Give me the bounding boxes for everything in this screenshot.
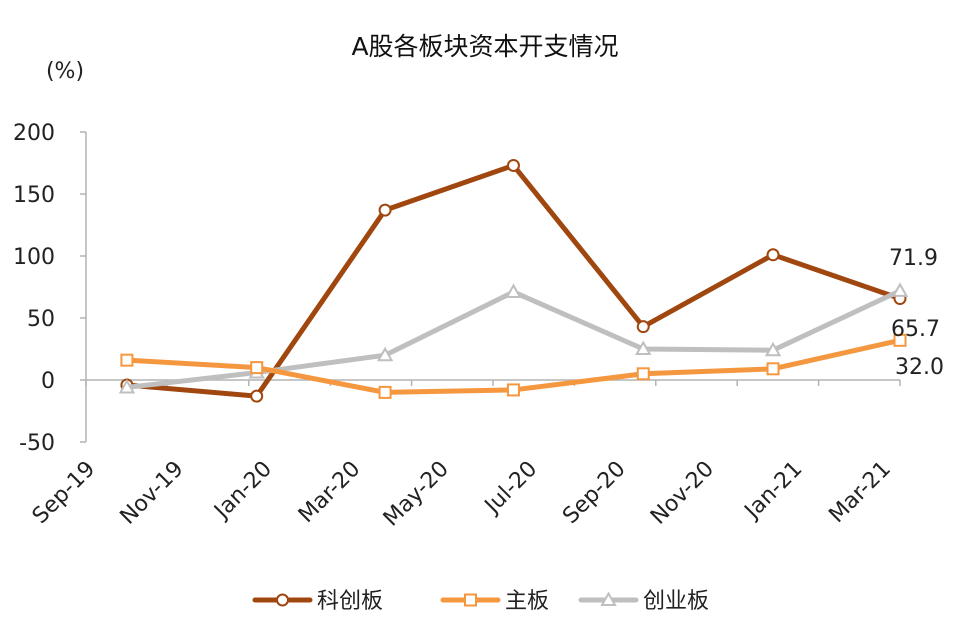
x-tick-label: Nov-19 xyxy=(116,457,189,530)
series-chuangyeban xyxy=(118,282,909,394)
data-point-zhuban xyxy=(766,362,780,376)
legend-label-chuangyeban: 创业板 xyxy=(643,589,709,614)
series-line-chuangyeban xyxy=(124,288,903,390)
legend-item-kechuangban: 科创板 xyxy=(252,589,383,614)
data-point-zhuban xyxy=(506,383,520,397)
y-tick-label: 200 xyxy=(13,121,55,146)
data-point-kechuangban xyxy=(766,248,780,262)
legend-item-zhuban: 主板 xyxy=(440,589,549,614)
x-tick-label: Jan-21 xyxy=(739,457,807,525)
x-tick-label: Nov-20 xyxy=(646,457,719,530)
legend: 科创板 主板 创业板 xyxy=(252,589,709,614)
x-tick-label: Sep-19 xyxy=(28,457,100,529)
annotation-chuangyeban-last: 71.9 xyxy=(889,246,938,271)
annotation-zhuban-last: 32.0 xyxy=(895,355,944,380)
x-tick-label: May-20 xyxy=(379,457,454,532)
y-unit-label: (%) xyxy=(46,59,84,84)
y-tick-label: -50 xyxy=(19,431,55,456)
x-axis-ticks: Sep-19 Nov-19 Jan-20 Mar-20 May-20 Jul-20 Sep-… xyxy=(28,380,901,532)
annotation-kechuangban-last: 65.7 xyxy=(891,317,940,342)
data-point-chuangyeban xyxy=(376,346,394,362)
data-point-zhuban xyxy=(250,361,264,375)
legend-marker-zhuban xyxy=(464,593,477,607)
data-point-chuangyeban xyxy=(635,340,652,355)
x-tick-label: Jan-20 xyxy=(209,457,277,525)
data-point-kechuangban xyxy=(250,389,264,403)
data-point-zhuban xyxy=(893,333,907,347)
data-point-kechuangban xyxy=(378,203,392,217)
chart-title: A股各板块资本开支情况 xyxy=(351,32,618,61)
y-tick-label: 0 xyxy=(41,369,55,394)
series-layer xyxy=(118,158,909,403)
data-point-chuangyeban xyxy=(891,282,909,297)
data-point-kechuangban xyxy=(506,158,520,172)
series-zhuban xyxy=(120,333,907,399)
y-tick-label: 150 xyxy=(13,183,55,208)
series-line-kechuangban xyxy=(124,162,903,399)
data-point-zhuban xyxy=(636,367,650,381)
y-tick-label: 50 xyxy=(27,307,55,332)
y-axis-ticks: 200 150 100 50 0 -50 xyxy=(13,121,86,456)
data-point-zhuban xyxy=(120,353,134,367)
y-tick-label: 100 xyxy=(13,245,55,270)
data-point-kechuangban xyxy=(636,320,650,334)
x-tick-label: Jul-20 xyxy=(479,457,542,520)
data-point-chuangyeban xyxy=(118,378,136,394)
legend-label-zhuban: 主板 xyxy=(505,589,549,614)
legend-item-chuangyeban: 创业板 xyxy=(578,589,709,614)
x-tick-label: Mar-20 xyxy=(294,457,365,528)
x-tick-label: Sep-20 xyxy=(558,457,630,529)
legend-marker-chuangyeban xyxy=(600,591,617,606)
data-point-chuangyeban xyxy=(505,283,522,298)
data-point-chuangyeban xyxy=(764,341,782,357)
legend-label-kechuangban: 科创板 xyxy=(317,589,383,614)
legend-marker-kechuangban xyxy=(276,593,289,607)
data-point-zhuban xyxy=(378,385,392,399)
x-tick-label: Mar-21 xyxy=(824,457,895,528)
